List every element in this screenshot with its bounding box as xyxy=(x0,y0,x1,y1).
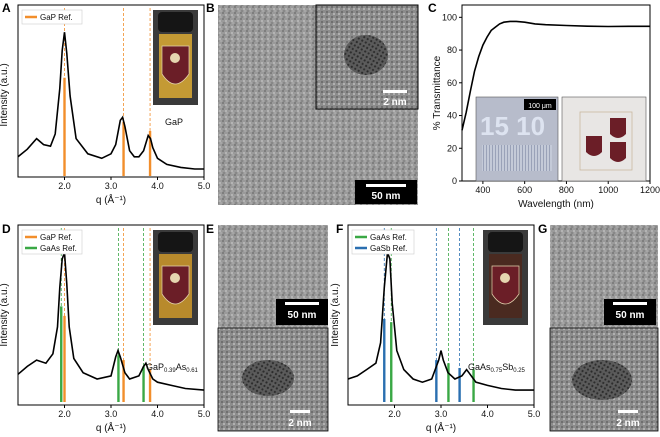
x-ticks-d: 2.0 3.0 4.0 5.0 xyxy=(58,405,210,419)
nanocrystal-g xyxy=(572,360,632,400)
scalebar-label-b: 50 nm xyxy=(372,191,401,202)
x-tick-label-f: 5.0 xyxy=(528,409,541,419)
x-tick-label-c: 800 xyxy=(559,185,574,195)
panel-b: B 2 nm 50 nm xyxy=(206,1,419,205)
scalebar-label-e-bottom: 2 nm xyxy=(288,418,311,429)
reference-lines-a xyxy=(63,8,152,176)
transmittance-curve xyxy=(461,20,650,131)
x-axis-label-d: q (Å⁻¹) xyxy=(96,421,126,434)
panel-a: A 2.0 3.0 4.0 5.0 Intensity (a.u.) q (Å⁻¹) … xyxy=(0,1,210,206)
x-tick-label-d: 2.0 xyxy=(58,409,71,419)
panel-f: F 2.0 3.0 4.0 5.0 Intensity (a.u.) q (Å⁻¹) … xyxy=(330,222,540,434)
legend-label-gap-a: GaP Ref. xyxy=(40,13,73,22)
y-axis-label-d: Intensity (a.u.) xyxy=(0,283,10,346)
scalebar-inset-b xyxy=(383,90,407,93)
x-tick-label-d: 4.0 xyxy=(151,409,164,419)
panel-g: G 50 nm 2 nm xyxy=(538,222,659,432)
vial-photo-f xyxy=(483,230,528,325)
x-tick-label-c: 1000 xyxy=(598,185,618,195)
vial-photo-a xyxy=(153,10,198,105)
y-axis-label-c: % Transmittance xyxy=(432,55,443,130)
y-tick-label-c: 0 xyxy=(452,176,457,186)
sample-label-a: GaP xyxy=(165,117,183,127)
diffraction-curve-a xyxy=(17,32,204,170)
panel-letter-f: F xyxy=(336,222,343,236)
y-tick-label-c: 100 xyxy=(442,12,457,22)
axis-ticks-c: 400 600 800 1000 1200 0 20 40 60 80 100 xyxy=(442,12,660,195)
x-tick-label-a: 4.0 xyxy=(151,181,164,191)
scalebar-g-bottom xyxy=(618,410,638,413)
panel-letter-e: E xyxy=(206,222,214,236)
photo-inset-c xyxy=(561,96,647,182)
sample-label-f: GaAs0.75Sb0.25 xyxy=(468,362,526,374)
x-tick-label-c: 400 xyxy=(475,185,490,195)
legend-box-f xyxy=(351,229,415,255)
y-tick-label-c: 60 xyxy=(447,78,457,88)
x-tick-label-a: 5.0 xyxy=(198,181,211,191)
legend-box-d xyxy=(21,229,83,255)
scalebar-label-g-top: 50 nm xyxy=(616,310,645,321)
legend-label-gasb-f: GaSb Ref. xyxy=(370,244,407,253)
x-tick-label-a: 3.0 xyxy=(105,181,118,191)
y-axis-label-f: Intensity (a.u.) xyxy=(330,283,341,346)
legend-label-gaas-d: GaAs Ref. xyxy=(40,244,77,253)
panel-d: D 2.0 3.0 4.0 5.0 Intensity (a.u.) q (Å⁻¹) … xyxy=(0,222,210,434)
x-tick-label-a: 2.0 xyxy=(58,181,71,191)
panel-letter-b: B xyxy=(206,1,215,15)
legend-label-gap-d: GaP Ref. xyxy=(40,233,73,242)
legend-label-gaas-f: GaAs Ref. xyxy=(370,233,407,242)
panel-e: E 50 nm 2 nm xyxy=(206,222,329,432)
panel-letter-d: D xyxy=(2,222,11,236)
x-axis-label-f: q (Å⁻¹) xyxy=(426,421,456,434)
x-ticks-f: 2.0 3.0 4.0 5.0 xyxy=(388,405,540,419)
x-tick-label-c: 1200 xyxy=(640,185,660,195)
x-tick-label-f: 4.0 xyxy=(481,409,494,419)
scalebar-b xyxy=(366,184,406,187)
x-axis-label-c: Wavelength (nm) xyxy=(518,199,594,210)
inset-pattern-text-c: 15 10 xyxy=(480,111,545,141)
scalebar-label-g-bottom: 2 nm xyxy=(616,418,639,429)
x-axis-label-a: q (Å⁻¹) xyxy=(96,193,126,206)
scalebar-e-bottom xyxy=(290,410,310,413)
diffraction-curve-f xyxy=(347,252,534,391)
nanocrystal-e xyxy=(242,360,294,396)
diffraction-curve-d xyxy=(17,252,205,391)
scalebar-label-e-top: 50 nm xyxy=(288,310,317,321)
x-tick-label-f: 2.0 xyxy=(388,409,401,419)
x-tick-label-d: 5.0 xyxy=(198,409,211,419)
panel-letter-a: A xyxy=(2,1,11,15)
x-ticks-a: 2.0 3.0 4.0 5.0 xyxy=(58,177,210,191)
scalebar-g-top xyxy=(613,302,647,305)
y-tick-label-c: 20 xyxy=(447,143,457,153)
vial-photo-d xyxy=(153,230,198,325)
panel-letter-c: C xyxy=(428,1,437,15)
nanocrystal-b xyxy=(344,35,388,75)
x-tick-label-d: 3.0 xyxy=(105,409,118,419)
panel-c: C 400 600 800 1000 1200 0 20 40 60 80 100 % Transm… xyxy=(428,1,660,210)
inset-scalebar-label-c: 100 μm xyxy=(528,103,552,110)
legend-box-a xyxy=(21,9,83,25)
sample-label-d: GaP0.39As0.61 xyxy=(146,362,199,374)
x-tick-label-c: 600 xyxy=(517,185,532,195)
y-tick-label-c: 40 xyxy=(447,111,457,121)
scalebar-inset-label-b: 2 nm xyxy=(383,97,406,108)
y-tick-label-c: 80 xyxy=(447,45,457,55)
x-tick-label-f: 3.0 xyxy=(435,409,448,419)
panel-letter-g: G xyxy=(538,222,547,236)
micrograph-inset-c: 15 10 100 μm xyxy=(475,96,559,182)
y-axis-label-a: Intensity (a.u.) xyxy=(0,63,10,126)
scalebar-e-top xyxy=(285,302,319,305)
